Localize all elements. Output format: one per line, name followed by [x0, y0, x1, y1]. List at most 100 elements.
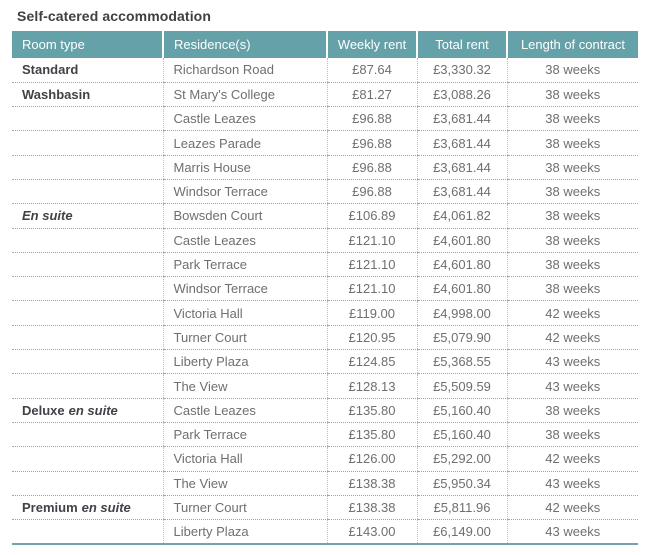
weekly-rent-cell: £119.00 [326, 300, 417, 326]
weekly-rent-cell: £128.13 [326, 373, 417, 399]
residence-cell: Windsor Terrace [162, 276, 327, 302]
residence-cell: The View [162, 471, 327, 496]
total-rent-cell: £5,368.55 [416, 349, 507, 375]
room-type-label: Standard [22, 62, 79, 78]
room-type-cell [12, 373, 163, 399]
room-type-cell [12, 471, 163, 496]
total-rent-cell: £5,079.90 [416, 325, 507, 351]
table-row: Park Terrace £121.10 £4,601.80 38 weeks [12, 252, 638, 278]
contract-length-cell: 38 weeks [506, 203, 638, 229]
column-header-length-of-contract: Length of contract [506, 31, 638, 58]
weekly-rent-cell: £87.64 [326, 58, 417, 83]
residence-cell: Turner Court [162, 325, 327, 351]
weekly-rent-cell: £96.88 [326, 179, 417, 205]
room-type-cell: En suite [12, 203, 163, 229]
residence-cell: Castle Leazes [162, 398, 327, 423]
total-rent-cell: £5,292.00 [416, 446, 507, 472]
table-row: Park Terrace £135.80 £5,160.40 38 weeks [12, 422, 638, 448]
total-rent-cell: £4,601.80 [416, 252, 507, 278]
residence-cell: Liberty Plaza [162, 349, 327, 375]
residence-cell: Castle Leazes [162, 228, 327, 253]
contract-length-cell: 43 weeks [506, 471, 638, 496]
table-row: Turner Court £120.95 £5,079.90 42 weeks [12, 325, 638, 351]
total-rent-cell: £3,681.44 [416, 155, 507, 180]
contract-length-cell: 38 weeks [506, 228, 638, 253]
table-row: Castle Leazes £96.88 £3,681.44 38 weeks [12, 106, 638, 132]
residence-cell: Victoria Hall [162, 446, 327, 472]
table-row: Premium en suite Turner Court £138.38 £5,… [12, 495, 638, 521]
residence-cell: Windsor Terrace [162, 179, 327, 205]
weekly-rent-cell: £96.88 [326, 130, 417, 156]
contract-length-cell: 42 weeks [506, 300, 638, 326]
table-row: The View £128.13 £5,509.59 43 weeks [12, 373, 638, 399]
total-rent-cell: £3,681.44 [416, 106, 507, 132]
room-type-cell: Standard [12, 58, 163, 83]
contract-length-cell: 38 weeks [506, 155, 638, 180]
room-type-label-italic: En suite [22, 208, 73, 224]
table-row: The View £138.38 £5,950.34 43 weeks [12, 471, 638, 496]
residence-cell: Castle Leazes [162, 106, 327, 132]
room-type-cell: Premium en suite [12, 495, 163, 521]
total-rent-cell: £5,160.40 [416, 422, 507, 448]
header-row: Room type Residence(s) Weekly rent Total… [12, 31, 638, 58]
contract-length-cell: 38 weeks [506, 58, 638, 83]
residence-cell: Park Terrace [162, 252, 327, 278]
table-row: Standard Richardson Road £87.64 £3,330.3… [12, 58, 638, 83]
contract-length-cell: 43 weeks [506, 349, 638, 375]
room-type-cell [12, 325, 163, 351]
weekly-rent-cell: £121.10 [326, 276, 417, 302]
room-type-cell [12, 422, 163, 448]
table-row: Windsor Terrace £121.10 £4,601.80 38 wee… [12, 276, 638, 302]
room-type-cell [12, 155, 163, 180]
accommodation-table: Room type Residence(s) Weekly rent Total… [12, 31, 638, 545]
contract-length-cell: 38 weeks [506, 130, 638, 156]
table-row: Windsor Terrace £96.88 £3,681.44 38 week… [12, 179, 638, 205]
contract-length-cell: 38 weeks [506, 179, 638, 205]
total-rent-cell: £5,811.96 [416, 495, 507, 521]
contract-length-cell: 38 weeks [506, 252, 638, 278]
residence-cell: The View [162, 373, 327, 399]
room-type-cell [12, 106, 163, 132]
room-type-cell [12, 130, 163, 156]
column-header-total-rent: Total rent [416, 31, 507, 58]
table-row: Leazes Parade £96.88 £3,681.44 38 weeks [12, 130, 638, 156]
weekly-rent-cell: £96.88 [326, 155, 417, 180]
total-rent-cell: £5,950.34 [416, 471, 507, 496]
weekly-rent-cell: £135.80 [326, 398, 417, 423]
weekly-rent-cell: £121.10 [326, 228, 417, 253]
room-type-cell: Deluxe en suite [12, 398, 163, 423]
weekly-rent-cell: £96.88 [326, 106, 417, 132]
room-type-label: Washbasin [22, 86, 91, 102]
table-row: Liberty Plaza £143.00 £6,149.00 43 weeks [12, 519, 638, 545]
total-rent-cell: £4,998.00 [416, 300, 507, 326]
room-type-label-italic: en suite [81, 499, 131, 515]
page-title: Self-catered accommodation [17, 8, 211, 24]
total-rent-cell: £6,149.00 [416, 519, 507, 545]
column-header-room-type: Room type [12, 31, 163, 58]
total-rent-cell: £4,061.82 [416, 203, 507, 229]
residence-cell: Marris House [162, 155, 327, 180]
weekly-rent-cell: £143.00 [326, 519, 417, 545]
room-type-label-italic: en suite [68, 402, 118, 418]
table-row: Deluxe en suite Castle Leazes £135.80 £5,… [12, 398, 638, 423]
weekly-rent-cell: £126.00 [326, 446, 417, 472]
total-rent-cell: £3,681.44 [416, 130, 507, 156]
room-type-cell: Washbasin [12, 82, 163, 108]
table-row: En suite Bowsden Court £106.89 £4,061.82… [12, 203, 638, 229]
residence-cell: Leazes Parade [162, 130, 327, 156]
weekly-rent-cell: £124.85 [326, 349, 417, 375]
residence-cell: Park Terrace [162, 422, 327, 448]
residence-cell: Victoria Hall [162, 300, 327, 326]
room-type-cell [12, 179, 163, 205]
table-row: Victoria Hall £126.00 £5,292.00 42 weeks [12, 446, 638, 472]
weekly-rent-cell: £138.38 [326, 471, 417, 496]
contract-length-cell: 38 weeks [506, 398, 638, 423]
weekly-rent-cell: £106.89 [326, 203, 417, 229]
total-rent-cell: £3,088.26 [416, 82, 507, 108]
table-row: Castle Leazes £121.10 £4,601.80 38 weeks [12, 228, 638, 253]
residence-cell: St Mary's College [162, 82, 327, 108]
room-type-cell [12, 300, 163, 326]
weekly-rent-cell: £120.95 [326, 325, 417, 351]
contract-length-cell: 43 weeks [506, 519, 638, 545]
room-type-cell [12, 519, 163, 545]
